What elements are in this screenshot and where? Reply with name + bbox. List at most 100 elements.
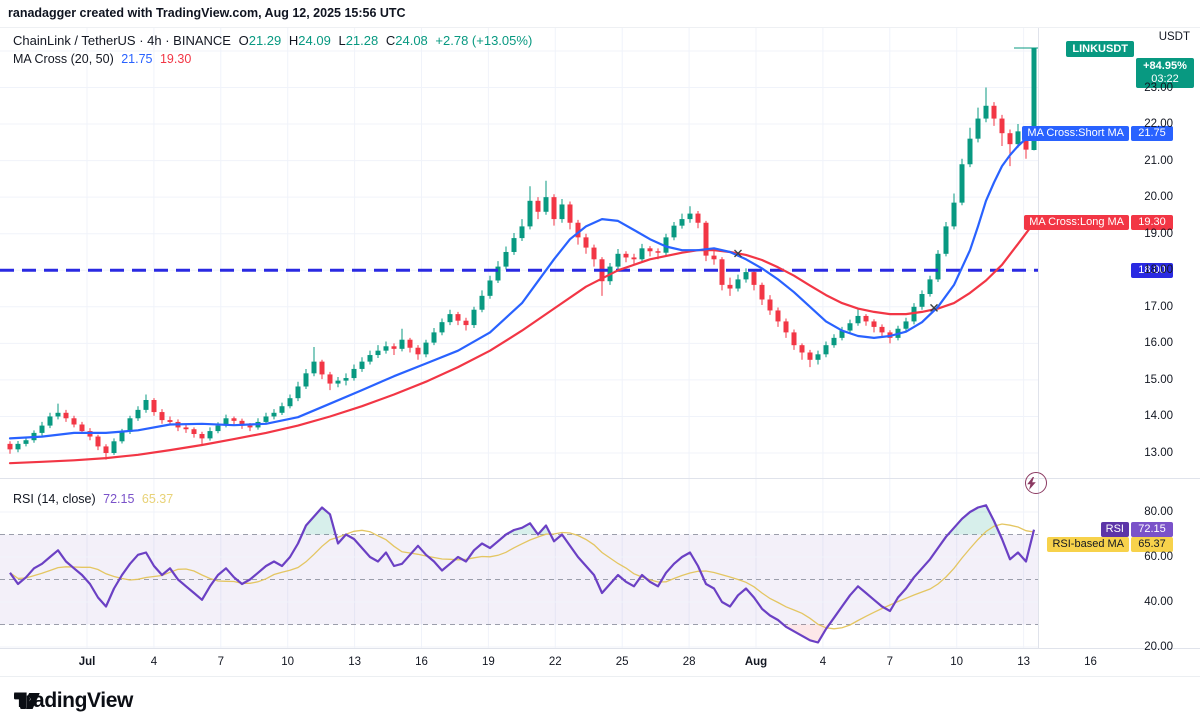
high-label: H <box>288 33 299 48</box>
long-ma-badge-label[interactable]: MA Cross:Long MA <box>1024 215 1129 231</box>
candle-body <box>639 248 645 260</box>
price-tick-label: 15.00 <box>1144 373 1173 386</box>
candle-body <box>831 337 837 346</box>
candle-body <box>583 237 589 248</box>
candle-body <box>823 345 829 355</box>
candle-body <box>359 361 365 369</box>
ma-cross-short-value: 21.75 <box>121 52 153 66</box>
close-label: C <box>385 33 396 48</box>
candle-body <box>735 279 741 289</box>
chart-legend[interactable]: ChainLink / TetherUS · 4h · BINANCE O21.… <box>13 33 532 66</box>
rsi-badge-value[interactable]: 72.15 <box>1131 522 1173 538</box>
candle-body <box>799 345 805 353</box>
tradingview-logo-text: TradingView <box>14 689 133 712</box>
symbol-price-badge[interactable]: LINKUSDT <box>1066 41 1134 58</box>
candle-body <box>431 332 437 343</box>
candle-body <box>287 398 293 407</box>
rsi-badge-label[interactable]: RSI <box>1100 522 1129 538</box>
candle-body <box>1015 131 1021 145</box>
candle-body <box>439 322 445 333</box>
symbol-title[interactable]: ChainLink / TetherUS · 4h · BINANCE <box>13 33 231 48</box>
candle-body <box>751 272 757 285</box>
pane-divider[interactable] <box>0 478 1200 479</box>
candle-body <box>495 266 501 281</box>
rsi-ma-line <box>9 523 1035 630</box>
hline-price-badge[interactable]: 18.00 <box>1131 262 1173 278</box>
candle-body <box>671 225 677 238</box>
boost-button[interactable] <box>1025 472 1047 494</box>
currency-label[interactable]: USDT <box>1158 31 1190 43</box>
candle-body <box>23 440 29 444</box>
candle-body <box>199 433 205 439</box>
rsi-oversold-fill <box>783 624 830 643</box>
candle-body <box>615 253 621 267</box>
time-tick-label: 13 <box>1017 656 1030 668</box>
rsi-legend-row[interactable]: RSI (14, close) 72.15 65.37 <box>13 492 173 506</box>
rsi-ma-badge-label[interactable]: RSI-based MA <box>1047 537 1129 553</box>
price-tick-label: 18.00 <box>1144 264 1173 277</box>
candle-body <box>631 257 637 260</box>
time-tick-label: 25 <box>615 656 629 668</box>
candle-body <box>231 418 237 421</box>
candle-body <box>807 352 813 360</box>
candle-body <box>367 355 373 362</box>
candle-body <box>71 418 77 425</box>
candle-body <box>447 314 453 323</box>
rsi-value: 72.15 <box>103 492 135 506</box>
rsi-tick-label: 60.00 <box>1144 551 1173 563</box>
candle-body <box>319 361 325 375</box>
time-tick-label: 10 <box>281 656 295 668</box>
candle-body <box>463 320 469 326</box>
candle-body <box>791 332 797 346</box>
ma-cross-label[interactable]: MA Cross (20, 50) <box>13 52 114 66</box>
symbol-legend-row[interactable]: ChainLink / TetherUS · 4h · BINANCE O21.… <box>13 33 532 48</box>
long-ma-badge-value[interactable]: 19.30 <box>1131 215 1173 231</box>
candle-body <box>279 406 285 413</box>
candle-body <box>943 226 949 254</box>
price-tick-label: 13.00 <box>1144 447 1173 459</box>
candle-body <box>935 253 941 280</box>
price-chart-canvas[interactable] <box>0 28 1200 478</box>
change-pct-value: +84.95% <box>1143 60 1187 73</box>
candle-body <box>1031 48 1037 151</box>
time-scale[interactable]: Jul 4 7 10 13 16 19 22 25 28 Aug 4 7 10 13 16 <box>0 648 1200 677</box>
footer: TradingView <box>0 676 1200 728</box>
candle-body <box>247 425 253 428</box>
time-tick-label: 16 <box>1084 656 1097 668</box>
candle-body <box>839 330 845 338</box>
rsi-label[interactable]: RSI (14, close) <box>13 492 96 506</box>
candle-body <box>207 431 213 439</box>
candle-body <box>455 314 461 321</box>
candle-body <box>415 347 421 355</box>
candle-body <box>311 361 317 374</box>
candle-body <box>383 346 389 351</box>
candle-body <box>375 350 381 356</box>
candle-body <box>271 412 277 417</box>
short-ma-badge-value[interactable]: 21.75 <box>1131 125 1173 141</box>
candle-body <box>815 354 821 360</box>
rsi-chart-canvas[interactable] <box>0 478 1200 648</box>
candle-body <box>167 420 173 422</box>
candle-body <box>663 237 669 253</box>
time-tick-label: 4 <box>819 656 827 668</box>
short-ma-badge-label[interactable]: MA Cross:Short MA <box>1022 125 1129 141</box>
candle-body <box>63 412 69 419</box>
header-divider <box>0 27 1200 28</box>
candle-body <box>679 219 685 226</box>
rsi-tick-label: 80.00 <box>1144 506 1173 518</box>
price-scale[interactable]: USDT LINKUSDT +84.95% 03:22 MA Cross:Sho… <box>1022 28 1200 676</box>
tradingview-logo[interactable]: TradingView <box>14 689 133 713</box>
rsi-ma-badge-value[interactable]: 65.37 <box>1131 537 1173 553</box>
candle-body <box>711 255 717 260</box>
candle-body <box>223 418 229 426</box>
candle-body <box>911 306 917 322</box>
time-tick-label: 28 <box>682 656 696 668</box>
candle-body <box>535 200 541 212</box>
ma-cross-legend-row[interactable]: MA Cross (20, 50) 21.75 19.30 <box>13 52 532 66</box>
ma20-line <box>8 132 1036 440</box>
candle-body <box>551 197 557 220</box>
change-countdown-badge[interactable]: +84.95% 03:22 <box>1136 58 1194 89</box>
candle-body <box>759 284 765 300</box>
candle-body <box>391 346 397 349</box>
candle-body <box>527 200 533 227</box>
